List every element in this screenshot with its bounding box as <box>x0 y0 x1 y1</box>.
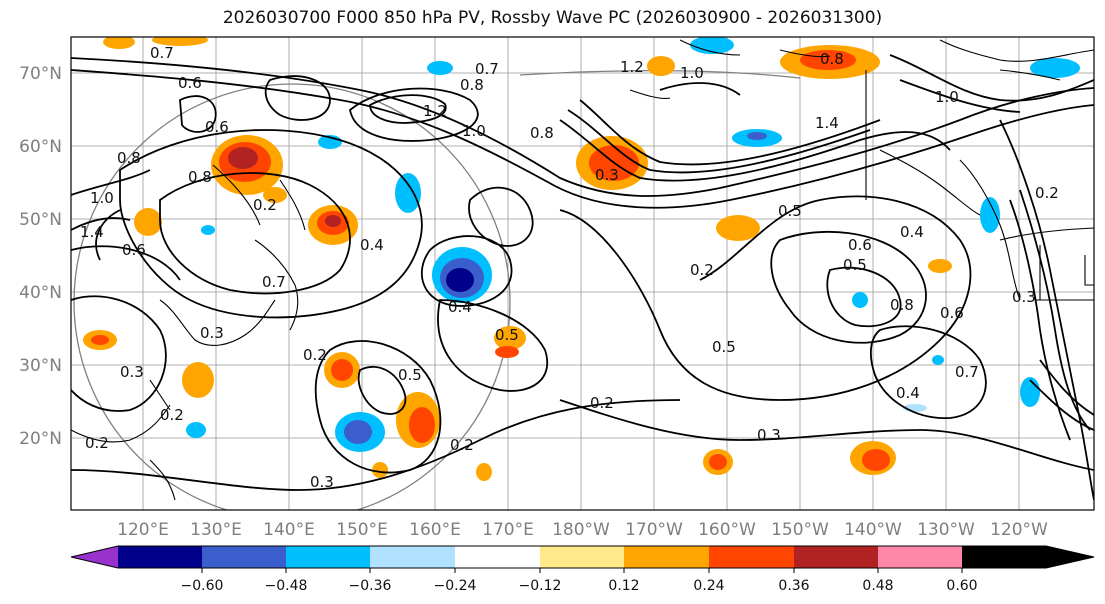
contour-label: 0.6 <box>178 74 202 92</box>
contour-label: 0.2 <box>450 436 474 454</box>
colorbar-extend-low <box>71 546 118 568</box>
contour-label: 0.3 <box>120 363 144 381</box>
coastlines <box>71 39 1094 501</box>
contour-label: 0.4 <box>448 298 472 316</box>
contour-label: 0.7 <box>150 44 174 62</box>
contour-label: 0.6 <box>848 236 872 254</box>
colorbar-segment <box>118 546 203 568</box>
longitude-labels: 120°E 130°E 140°E 150°E 160°E 170°E 180°… <box>117 520 1048 540</box>
colorbar-outline <box>70 545 1095 569</box>
contour-label: 0.5 <box>712 338 736 356</box>
contour-label: 0.7 <box>475 60 499 78</box>
latitude-labels: 70°N 60°N 50°N 40°N 30°N 20°N <box>19 64 62 449</box>
colorbar-tick-label: −0.60 <box>181 578 224 594</box>
contour-label: 0.3 <box>1012 288 1036 306</box>
lat-label: 30°N <box>19 356 62 376</box>
lon-label: 150°E <box>336 520 388 540</box>
contour-label: 1.0 <box>935 88 959 106</box>
lon-label: 160°W <box>698 520 756 540</box>
lat-label: 70°N <box>19 64 62 84</box>
colorbar-tick-label: −0.12 <box>519 578 562 594</box>
lon-label: 170°W <box>625 520 683 540</box>
contour-label: 0.6 <box>205 118 229 136</box>
colorbar-tick-label: 0.36 <box>778 578 809 594</box>
colorbar-segment <box>709 546 795 568</box>
lon-label: 170°E <box>482 520 534 540</box>
contour-label: 0.8 <box>530 124 554 142</box>
colorbar-tick-label: −0.36 <box>349 578 392 594</box>
lon-label: 130°W <box>917 520 975 540</box>
contour-label: 0.8 <box>820 50 844 68</box>
lon-label: 140°E <box>263 520 315 540</box>
contour-label: 1.2 <box>423 102 447 120</box>
contour-label: 0.8 <box>460 76 484 94</box>
contour-label: 0.4 <box>900 223 924 241</box>
colorbar-segment <box>624 546 710 568</box>
contour-label: 0.2 <box>85 434 109 452</box>
contour-label: 0.2 <box>253 196 277 214</box>
contour-label: 0.4 <box>360 236 384 254</box>
lat-label: 20°N <box>19 429 62 449</box>
contour-label: 0.7 <box>262 273 286 291</box>
contour-label: 0.4 <box>896 384 920 402</box>
contour-label: 0.8 <box>890 296 914 314</box>
contour-label: 1.0 <box>90 189 114 207</box>
contour-label: 0.3 <box>310 473 334 491</box>
contour-label: 0.5 <box>398 366 422 384</box>
contour-label: 0.2 <box>1035 184 1059 202</box>
colorbar-tick-label: 0.24 <box>693 578 724 594</box>
contour-labels: 0.7 0.6 0.6 1.0 0.8 1.4 0.6 0.8 1.2 1.0 … <box>80 44 1059 491</box>
contour-label: 1.0 <box>680 64 704 82</box>
contour-label: 0.6 <box>940 304 964 322</box>
colorbar-tick-label: 0.60 <box>946 578 977 594</box>
colorbar-extend-high <box>962 546 1094 568</box>
contour-label: 1.4 <box>80 223 104 241</box>
colorbar-segment <box>286 546 371 568</box>
map-border <box>70 36 1095 511</box>
pv-contours <box>71 54 1094 501</box>
colorbar-segment <box>455 546 541 568</box>
lon-label: 180°W <box>552 520 610 540</box>
colorbar-tick-label: −0.24 <box>434 578 477 594</box>
colorbar-tick-label: 0.12 <box>608 578 639 594</box>
map-title: 2026030700 F000 850 hPa PV, Rossby Wave … <box>222 8 883 28</box>
contour-label: 0.5 <box>843 256 867 274</box>
colorbar: −0.60 −0.48 −0.36 −0.24 −0.12 0.12 0.24 … <box>70 545 1095 594</box>
contour-label: 0.2 <box>690 261 714 279</box>
colorbar-segment <box>540 546 625 568</box>
lat-label: 60°N <box>19 137 62 157</box>
colorbar-tick-label: −0.48 <box>265 578 308 594</box>
lon-label: 120°W <box>990 520 1048 540</box>
lon-label: 160°E <box>409 520 461 540</box>
lon-label: 120°E <box>117 520 169 540</box>
colorbar-segment <box>878 546 963 568</box>
colorbar-segment <box>202 546 287 568</box>
colorbar-tick-label: 0.48 <box>862 578 893 594</box>
lon-label: 140°W <box>844 520 902 540</box>
contour-label: 0.3 <box>200 324 224 342</box>
contour-label: 0.6 <box>122 241 146 259</box>
contour-label: 0.2 <box>160 406 184 424</box>
contour-label: 0.5 <box>495 326 519 344</box>
anomaly-shading <box>83 37 1080 481</box>
map-panel: 0.7 0.6 0.6 1.0 0.8 1.4 0.6 0.8 1.2 1.0 … <box>71 37 1094 510</box>
colorbar-segment <box>370 546 456 568</box>
contour-label: 0.2 <box>303 346 327 364</box>
contour-label: 0.5 <box>778 202 802 220</box>
lon-label: 150°W <box>771 520 829 540</box>
colorbar-segment <box>794 546 879 568</box>
contour-label: 0.3 <box>757 426 781 444</box>
contour-label: 0.2 <box>590 394 614 412</box>
contour-label: 0.7 <box>955 363 979 381</box>
contour-label: 0.8 <box>188 168 212 186</box>
lat-label: 50°N <box>19 210 62 230</box>
contour-label: 0.8 <box>117 149 141 167</box>
contour-label: 0.3 <box>595 166 619 184</box>
lon-label: 130°E <box>190 520 242 540</box>
contour-label: 1.4 <box>815 114 839 132</box>
contour-label: 1.0 <box>462 122 486 140</box>
contour-label: 1.2 <box>620 58 644 76</box>
lat-label: 40°N <box>19 283 62 303</box>
